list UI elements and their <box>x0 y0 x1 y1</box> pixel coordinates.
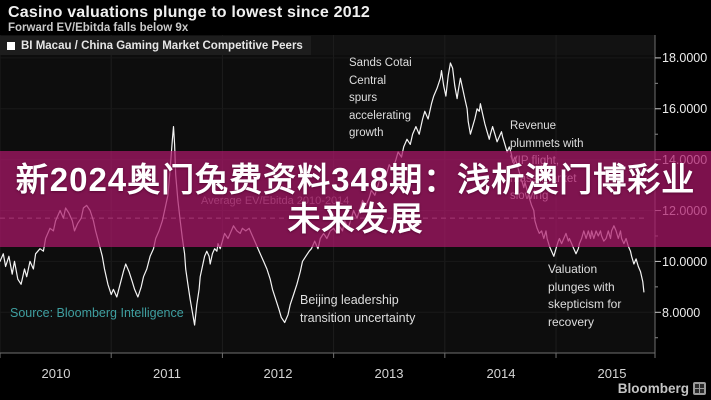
y-axis-label-8: 8.0000 <box>662 306 701 320</box>
annotation-valuation-plunges: Valuation plunges with skepticism for recov… <box>548 262 622 329</box>
legend-label: BI Macau / China Gaming Market Competiti… <box>21 39 303 52</box>
bloomberg-wordmark: Bloomberg <box>617 381 689 396</box>
annotation-sands-cotai: Sands Cotai Central spurs accelerating growt… <box>349 57 412 139</box>
x-axis-label-2015: 2015 <box>597 366 627 381</box>
bloomberg-mark-icon <box>693 382 706 395</box>
page-title: Casino valuations plunge to lowest since… <box>8 4 370 21</box>
x-axis-label-2011: 2011 <box>153 366 181 381</box>
legend-swatch-icon <box>7 41 15 50</box>
overlay-banner-line2: 未来发展 <box>287 200 424 237</box>
x-axis-label-2014: 2014 <box>486 366 516 381</box>
legend: BI Macau / China Gaming Market Competiti… <box>0 36 311 55</box>
annotation-beijing-transition: Beijing leadership transition uncertainty <box>300 293 416 325</box>
source-credit: Source: Bloomberg Intelligence <box>10 306 184 320</box>
y-axis-label-16: 16.0000 <box>662 102 708 116</box>
overlay-banner-line1: 新2024奥门兔费资料348期：浅析澳门博彩业 <box>15 161 696 198</box>
x-axis-label-2013: 2013 <box>374 366 404 381</box>
y-axis-label-10: 10.0000 <box>662 255 708 269</box>
chart-subtitle: Forward EV/Ebitda falls below 9x <box>8 22 189 34</box>
x-axis-label-2010: 2010 <box>41 366 71 381</box>
overlay-banner: 新2024奥门兔费资料348期：浅析澳门博彩业 未来发展 <box>0 151 711 247</box>
y-axis-label-18: 18.0000 <box>662 51 708 65</box>
x-axis-label-2012: 2012 <box>263 366 293 381</box>
